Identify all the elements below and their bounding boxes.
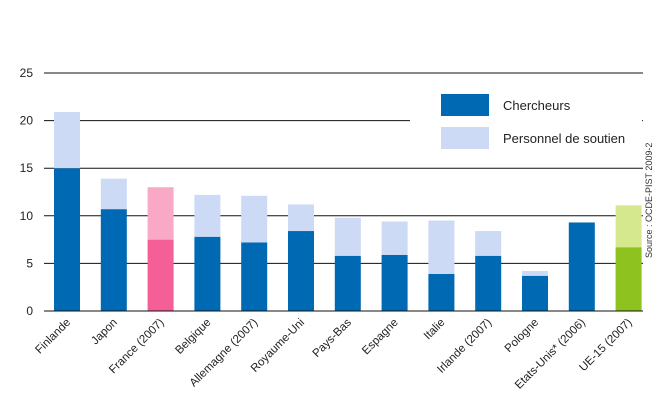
bar-belgique-personnel-de-soutien bbox=[194, 194, 221, 237]
bar-ue-15-2007-chercheurs bbox=[615, 247, 642, 311]
bar-italie-chercheurs bbox=[428, 273, 455, 311]
bar-royaume-uni-personnel-de-soutien bbox=[288, 204, 314, 232]
x-tick-label-italie: Italie bbox=[422, 317, 448, 343]
y-tick-label-0: 0 bbox=[26, 304, 33, 318]
y-tick-label-25: 25 bbox=[20, 66, 34, 80]
legend: Chercheurs Personnel de soutien bbox=[410, 86, 642, 158]
bar-espagne-chercheurs bbox=[381, 254, 408, 311]
bar-royaume-uni-chercheurs bbox=[288, 231, 314, 311]
bar-pays-bas-chercheurs bbox=[334, 255, 361, 311]
x-tick-label-japon: Japon bbox=[89, 317, 120, 348]
legend-label-personnel-de-soutien: Personnel de soutien bbox=[503, 131, 625, 146]
bar-etats-unis-2006-chercheurs bbox=[568, 222, 595, 311]
y-tick-label-10: 10 bbox=[20, 209, 34, 223]
bar-finlande-chercheurs bbox=[54, 168, 80, 311]
bar-irlande-2007-chercheurs bbox=[475, 255, 502, 311]
bar-pologne-chercheurs bbox=[522, 275, 548, 311]
bar-pays-bas-personnel-de-soutien bbox=[334, 217, 361, 256]
bar-belgique-chercheurs bbox=[194, 236, 221, 311]
y-axis-ticks: 0 5 10 15 20 25 bbox=[20, 66, 34, 318]
x-tick-label-finlande: Finlande bbox=[33, 317, 73, 357]
bar-japon-personnel-de-soutien bbox=[100, 178, 127, 210]
bar-france-2007-personnel-de-soutien bbox=[147, 187, 174, 240]
y-tick-label-20: 20 bbox=[20, 114, 34, 128]
bar-allemagne-2007-personnel-de-soutien bbox=[241, 195, 268, 243]
bar-france-2007-chercheurs bbox=[147, 239, 174, 311]
bar-ue-15-2007-personnel-de-soutien bbox=[615, 205, 642, 248]
y-tick-label-15: 15 bbox=[20, 161, 34, 175]
x-tick-label-pologne: Pologne bbox=[503, 317, 541, 355]
x-tick-label-belgique: Belgique bbox=[173, 317, 213, 357]
bar-irlande-2007-personnel-de-soutien bbox=[475, 231, 502, 256]
legend-label-chercheurs: Chercheurs bbox=[503, 98, 571, 113]
bar-espagne-personnel-de-soutien bbox=[381, 221, 408, 255]
y-tick-label-5: 5 bbox=[26, 256, 33, 270]
legend-swatch-chercheurs bbox=[441, 94, 489, 116]
x-tick-label-pays-bas: Pays-Bas bbox=[311, 316, 354, 359]
bar-allemagne-2007-chercheurs bbox=[241, 242, 268, 311]
bar-finlande-personnel-de-soutien bbox=[54, 112, 80, 169]
legend-swatch-personnel-de-soutien bbox=[441, 127, 489, 149]
bars bbox=[54, 112, 642, 311]
bar-italie-personnel-de-soutien bbox=[428, 220, 455, 274]
x-tick-label-espagne: Espagne bbox=[360, 317, 401, 358]
source-note: Source : OCDE-PIST 2009-2 bbox=[644, 143, 654, 258]
bar-pologne-personnel-de-soutien bbox=[522, 271, 548, 276]
bar-japon-chercheurs bbox=[100, 209, 127, 311]
